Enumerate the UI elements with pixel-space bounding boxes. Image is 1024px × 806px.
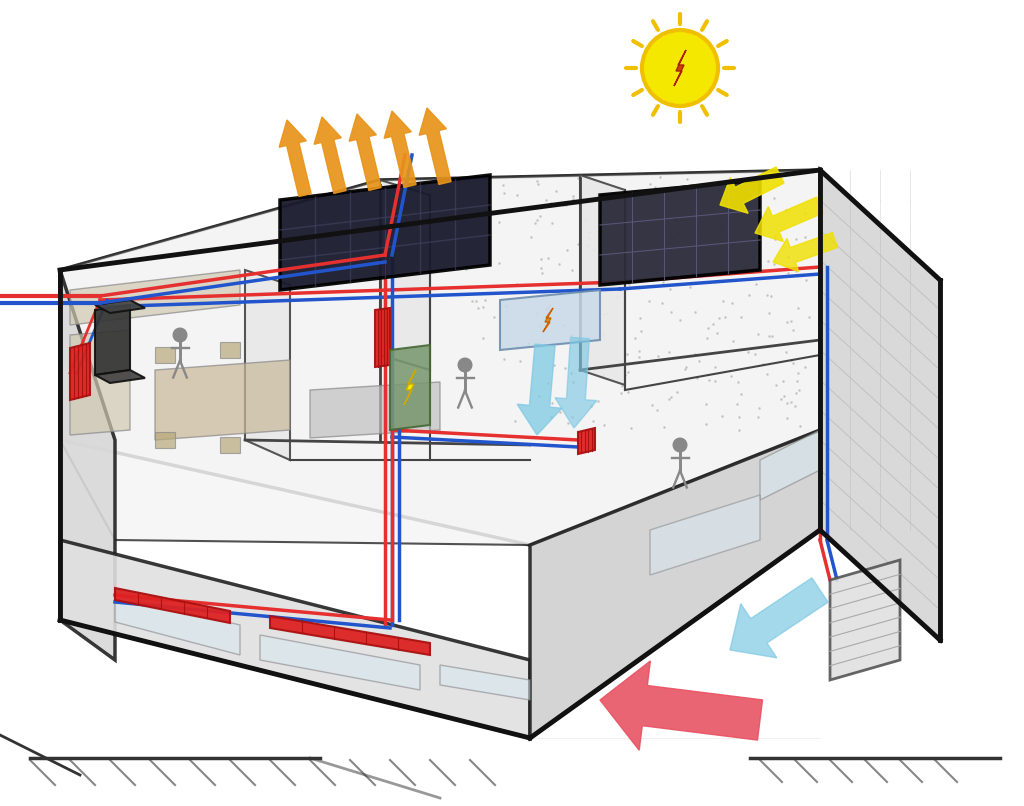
Polygon shape: [260, 635, 420, 690]
Polygon shape: [270, 616, 430, 655]
Polygon shape: [310, 382, 440, 438]
Circle shape: [642, 30, 718, 106]
FancyArrow shape: [349, 114, 381, 190]
FancyArrow shape: [555, 338, 597, 428]
Polygon shape: [115, 595, 240, 655]
FancyArrow shape: [384, 111, 416, 188]
Polygon shape: [95, 305, 130, 375]
Polygon shape: [60, 170, 820, 545]
FancyArrow shape: [517, 344, 562, 435]
Polygon shape: [95, 300, 145, 313]
Polygon shape: [115, 588, 230, 623]
Polygon shape: [60, 270, 115, 660]
Polygon shape: [155, 360, 290, 440]
Polygon shape: [500, 290, 600, 350]
Polygon shape: [600, 180, 760, 285]
FancyArrow shape: [280, 120, 311, 197]
Polygon shape: [530, 430, 820, 738]
Polygon shape: [60, 170, 820, 545]
Polygon shape: [674, 50, 686, 86]
Polygon shape: [155, 432, 175, 448]
Polygon shape: [60, 540, 530, 738]
Polygon shape: [543, 308, 553, 332]
Polygon shape: [70, 330, 130, 435]
FancyArrow shape: [600, 661, 763, 750]
Polygon shape: [245, 270, 290, 460]
FancyArrow shape: [773, 233, 838, 272]
Polygon shape: [578, 428, 595, 454]
FancyArrow shape: [720, 167, 784, 214]
Polygon shape: [380, 180, 430, 370]
Circle shape: [673, 438, 687, 452]
Circle shape: [173, 328, 186, 342]
Polygon shape: [580, 175, 625, 385]
Polygon shape: [280, 175, 490, 290]
Polygon shape: [70, 343, 90, 400]
FancyArrow shape: [730, 578, 828, 658]
Polygon shape: [404, 369, 416, 405]
Polygon shape: [390, 345, 430, 430]
FancyArrow shape: [314, 117, 346, 193]
Polygon shape: [375, 308, 390, 367]
Polygon shape: [155, 347, 175, 363]
Polygon shape: [760, 430, 820, 500]
Circle shape: [458, 358, 472, 372]
Polygon shape: [220, 437, 240, 453]
Polygon shape: [820, 170, 940, 640]
FancyArrow shape: [755, 197, 823, 242]
Polygon shape: [830, 560, 900, 680]
Polygon shape: [440, 665, 530, 700]
Polygon shape: [95, 370, 145, 383]
Polygon shape: [70, 270, 240, 325]
Polygon shape: [650, 495, 760, 575]
Polygon shape: [220, 342, 240, 358]
FancyArrow shape: [419, 108, 452, 185]
